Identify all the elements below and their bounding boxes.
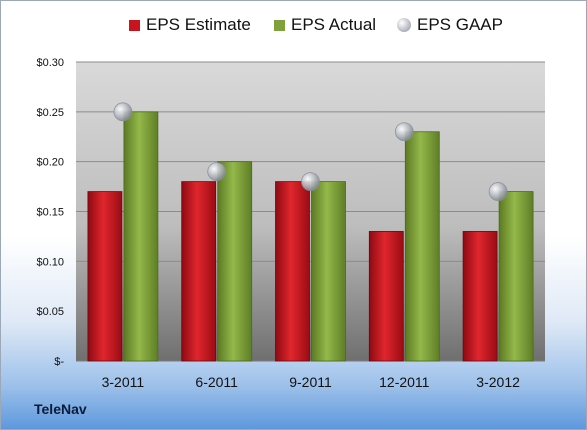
marker-eps-gaap: [394, 122, 414, 142]
y-tick-label: $0.30: [36, 57, 64, 69]
x-tick-label: 6-2011: [195, 374, 238, 390]
legend-item-eps-actual: EPS Actual: [274, 15, 376, 35]
bar-eps-estimate: [462, 231, 498, 362]
y-tick-label: $-: [54, 356, 64, 368]
x-tick-label: 12-2011: [379, 374, 430, 390]
marker-eps-gaap: [113, 102, 133, 122]
bar-eps-actual: [498, 191, 534, 362]
y-tick-label: $0.20: [36, 157, 64, 169]
legend-label-eps-gaap: EPS GAAP: [417, 15, 503, 34]
legend-item-eps-gaap: EPS GAAP: [397, 15, 503, 35]
bar-eps-actual: [311, 181, 346, 362]
bar-eps-actual: [404, 131, 440, 362]
legend-marker-eps-gaap: [397, 18, 411, 32]
legend-label-eps-actual: EPS Actual: [291, 15, 377, 34]
legend-swatch-eps-actual: [274, 19, 285, 31]
y-tick-label: $0.05: [36, 306, 64, 318]
y-tick-label: $0.10: [36, 256, 64, 268]
bar-eps-estimate: [275, 181, 310, 362]
legend: EPS Estimate EPS Actual EPS GAAP: [1, 15, 586, 43]
bar-eps-estimate: [368, 231, 404, 362]
marker-eps-gaap: [301, 172, 320, 192]
bar-eps-estimate: [181, 181, 217, 362]
y-tick-label: $0.25: [36, 107, 64, 119]
bar-eps-actual: [123, 111, 159, 362]
bar-eps-estimate: [87, 191, 123, 362]
x-tick-label: 9-2011: [289, 374, 332, 390]
marker-eps-gaap: [488, 182, 508, 201]
legend-label-eps-estimate: EPS Estimate: [146, 15, 251, 34]
x-tick-label: 3-2011: [102, 374, 145, 390]
bar-eps-actual: [217, 161, 253, 362]
y-tick-label: $0.15: [36, 207, 64, 219]
x-tick-label: 3-2012: [476, 374, 520, 390]
legend-swatch-eps-estimate: [129, 19, 140, 31]
marker-eps-gaap: [207, 162, 227, 182]
company-name: TeleNav: [34, 401, 87, 417]
legend-item-eps-estimate: EPS Estimate: [129, 15, 251, 35]
